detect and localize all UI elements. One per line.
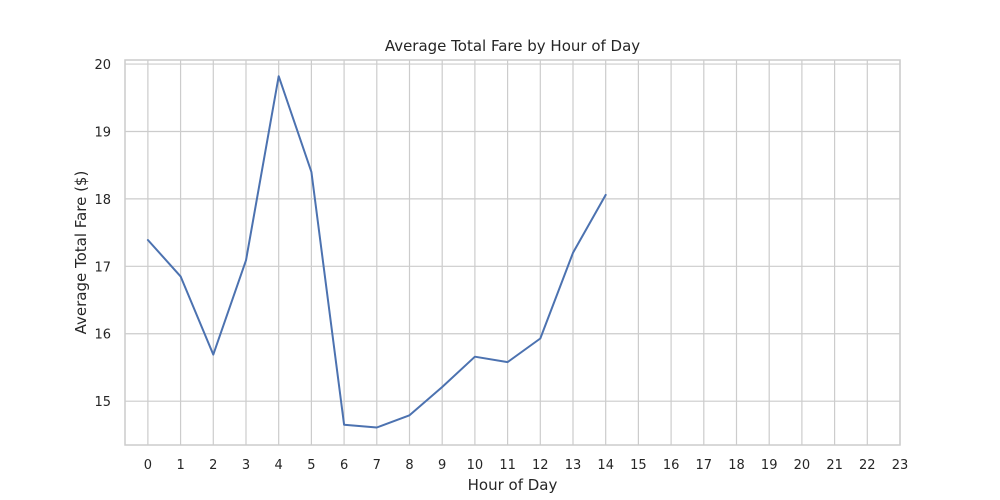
series-layer bbox=[146, 75, 607, 429]
x-tick-label: 1 bbox=[176, 458, 184, 473]
plot-frame bbox=[124, 59, 901, 446]
x-tick-label: 5 bbox=[307, 458, 315, 473]
x-tick-label: 4 bbox=[275, 458, 283, 473]
x-axis-label: Hour of Day bbox=[468, 476, 558, 494]
x-tick-label: 19 bbox=[761, 458, 778, 473]
x-tick-label: 17 bbox=[696, 458, 713, 473]
x-tick-label: 20 bbox=[794, 458, 811, 473]
x-tick-label: 2 bbox=[209, 458, 217, 473]
x-tick-label: 7 bbox=[373, 458, 381, 473]
x-tick-label: 13 bbox=[565, 458, 582, 473]
x-tick-label: 3 bbox=[242, 458, 250, 473]
x-tick-label: 22 bbox=[859, 458, 876, 473]
x-tick-label: 15 bbox=[630, 458, 647, 473]
x-tick-label: 16 bbox=[663, 458, 680, 473]
y-tick-label: 19 bbox=[94, 125, 111, 140]
x-axis-ticks: 0 1 2 3 4 5 6 7 8 9 10 11 12 13 14 15 16 17 18 19 20 21 22 23 bbox=[144, 458, 909, 473]
x-tick-label: 9 bbox=[438, 458, 446, 473]
y-axis-ticks: 15 16 17 18 19 20 bbox=[94, 58, 111, 410]
y-tick-label: 18 bbox=[94, 193, 111, 208]
x-tick-label: 10 bbox=[467, 458, 484, 473]
x-tick-label: 18 bbox=[728, 458, 745, 473]
x-tick-label: 14 bbox=[597, 458, 614, 473]
grid bbox=[125, 60, 901, 445]
y-tick-label: 17 bbox=[94, 260, 111, 275]
chart-title: Average Total Fare by Hour of Day bbox=[385, 37, 640, 55]
y-tick-label: 16 bbox=[94, 328, 111, 343]
x-tick-label: 21 bbox=[826, 458, 843, 473]
x-tick-label: 0 bbox=[144, 458, 152, 473]
y-tick-label: 20 bbox=[94, 58, 111, 73]
x-tick-label: 6 bbox=[340, 458, 348, 473]
y-tick-label: 15 bbox=[94, 395, 111, 410]
series-line bbox=[146, 75, 607, 429]
x-tick-label: 23 bbox=[892, 458, 909, 473]
x-tick-label: 8 bbox=[405, 458, 413, 473]
x-tick-label: 11 bbox=[499, 458, 516, 473]
y-axis-label: Average Total Fare ($) bbox=[72, 171, 90, 335]
x-tick-label: 12 bbox=[532, 458, 549, 473]
